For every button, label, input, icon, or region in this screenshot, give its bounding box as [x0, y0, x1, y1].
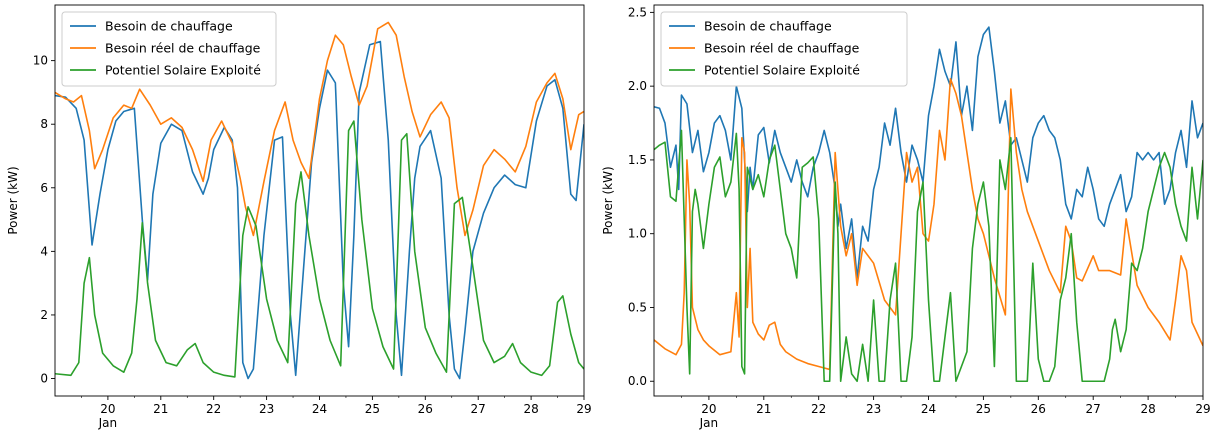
x-tick-label: 27 [1086, 402, 1101, 416]
x-tick-label: 26 [418, 402, 433, 416]
y-tick-label: 0 [40, 372, 48, 386]
x-tick-label: 24 [921, 402, 936, 416]
series-line-1 [654, 26, 1203, 279]
y-tick-label: 6 [40, 181, 48, 195]
chart-panel-2: 0.0 0.5 1.0 1.5 2.0 2.5 20 21 22 23 24 25 26 27 28 29 Ja… [601, 4, 1211, 430]
x-tick-label: 24 [312, 402, 327, 416]
y-tick-label: 2 [40, 308, 48, 322]
y-tick-label: 0.5 [628, 300, 647, 314]
x-tick-label: 28 [523, 402, 538, 416]
x-tick-label: 22 [206, 402, 221, 416]
y-tick-label: 4 [40, 244, 48, 258]
legend-label: Besoin de chauffage [105, 19, 233, 34]
x-tick-label: 21 [153, 402, 168, 416]
x-tick-label: 25 [976, 402, 991, 416]
y-tick-label: 2.0 [628, 79, 647, 93]
legend-label: Potentiel Solaire Exploité [704, 63, 860, 78]
legend-label: Besoin réel de chauffage [704, 41, 860, 56]
series-line-3 [654, 129, 1203, 383]
x-tick-label: 23 [866, 402, 881, 416]
x-tick-label: 20 [701, 402, 716, 416]
y-tick-label: 8 [40, 117, 48, 131]
legend-label: Potentiel Solaire Exploité [105, 63, 261, 78]
x-tick-label: 29 [576, 402, 591, 416]
x-sublabel: Jan [98, 416, 118, 430]
legend-label: Besoin réel de chauffage [105, 41, 261, 56]
y-tick-label: 10 [33, 54, 48, 68]
series-group [55, 21, 584, 380]
y-tick-label: 2.5 [628, 5, 647, 19]
series-line-2 [55, 21, 584, 237]
y-axis-label: Power (kW) [601, 166, 615, 234]
x-tick-label: 28 [1140, 402, 1155, 416]
x-sublabel: Jan [699, 416, 719, 430]
y-axis-label: Power (kW) [6, 166, 20, 234]
x-tick-label: 23 [259, 402, 274, 416]
y-tick-label: 1.0 [628, 227, 647, 241]
x-tick-label: 29 [1195, 402, 1210, 416]
y-tick-label: 0.0 [628, 374, 647, 388]
y-tick-label: 1.5 [628, 153, 647, 167]
legend-box [660, 11, 908, 87]
legend-label: Besoin de chauffage [704, 19, 832, 34]
x-tick-label: 26 [1031, 402, 1046, 416]
x-tick-label: 22 [811, 402, 826, 416]
x-tick-label: 21 [756, 402, 771, 416]
series-group [654, 26, 1203, 383]
x-tick-label: 27 [471, 402, 486, 416]
legend: Besoin de chauffage Besoin réel de chauff… [660, 11, 908, 87]
legend-box [61, 11, 277, 87]
x-tick-label: 20 [100, 402, 115, 416]
x-tick-label: 25 [365, 402, 380, 416]
legend: Besoin de chauffage Besoin réel de chauff… [61, 11, 277, 87]
series-line-2 [654, 77, 1203, 371]
series-line-3 [55, 120, 584, 378]
